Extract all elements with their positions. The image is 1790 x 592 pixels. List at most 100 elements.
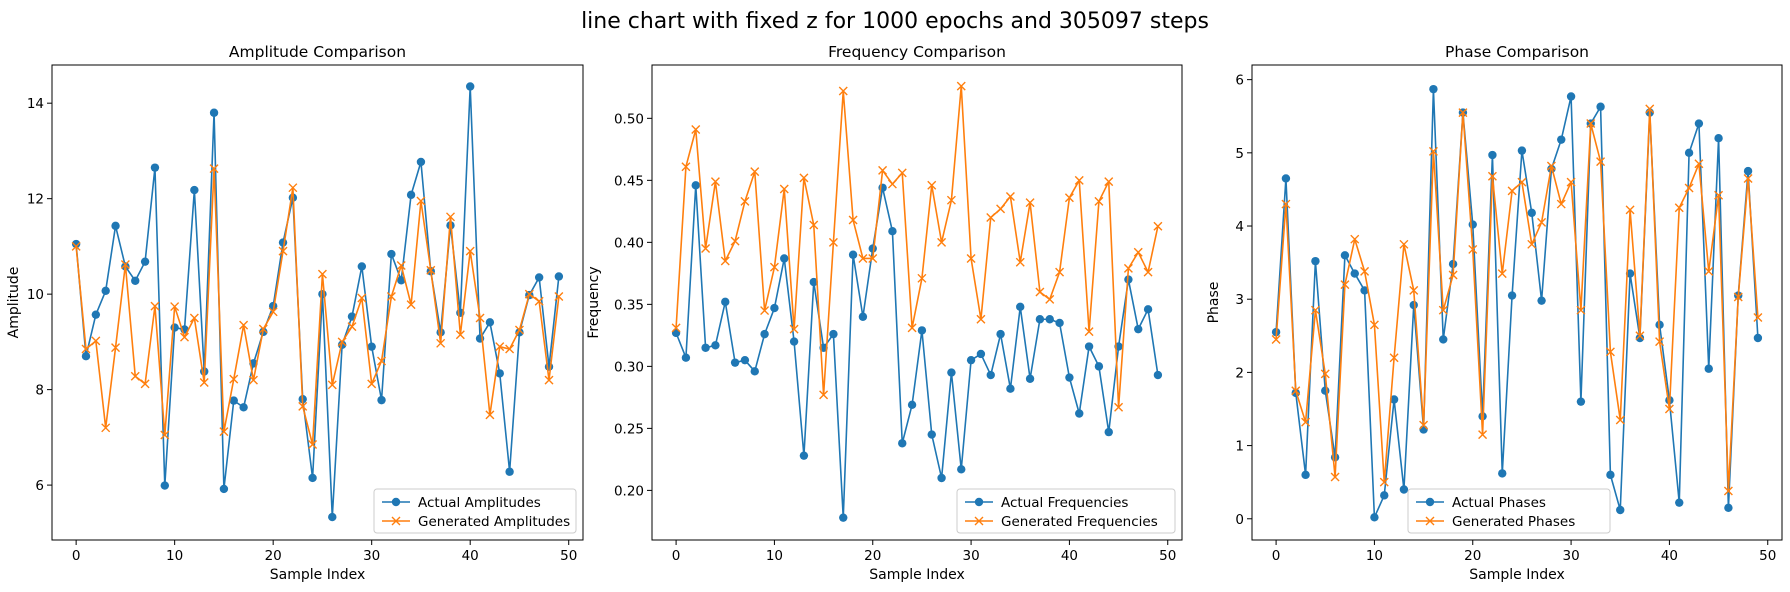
frequency-data-point [858,312,868,321]
amplitude-data-point [131,276,140,285]
frequency-data-point [947,368,956,377]
phase-x-tick-label: 30 [1562,548,1579,564]
amplitude-data-point [465,246,475,256]
amplitude-data-point [308,473,317,483]
phase-legend-box [1407,488,1611,534]
frequency-data-point [1025,198,1035,208]
amplitude-data-point [160,481,170,490]
frequency-data-point [1143,267,1153,277]
phase-data-point [1409,285,1419,295]
frequency-data-point [681,353,691,362]
frequency-panel: Frequency Comparison 0 10 20 30 40 50 0.20 0.25 0… [586,43,1183,583]
frequency-y-tick-label: 0.50 [614,111,644,127]
phase-data-point [1596,157,1606,167]
amplitude-legend-entry: Generated Amplitudes [418,514,570,530]
amplitude-data-point [505,467,514,476]
frequency-data-point [701,244,711,254]
amplitude-x-tick-label: 50 [560,548,577,564]
phase-series-actual [1271,84,1763,522]
frequency-data-point [878,165,888,175]
frequency-data-point [917,273,927,283]
amplitude-series-line [75,85,560,518]
amplitude-legend-entry: Actual Amplitudes [418,495,541,511]
frequency-data-point [701,343,710,352]
frequency-data-point [1006,384,1015,393]
amplitude-data-point [150,301,160,311]
frequency-data-point [1074,175,1084,185]
phase-data-point [1635,333,1645,343]
amplitude-data-point [544,375,554,385]
phase-data-point [1478,430,1488,440]
phase-data-point [1557,135,1566,144]
amplitude-data-point [554,272,564,281]
phase-data-point [1675,498,1684,507]
frequency-data-point [769,262,779,272]
amplitude-data-point [357,262,367,271]
phase-data-point [1350,234,1360,244]
phase-legend-marker [1425,516,1435,526]
amplitude-data-point [475,313,485,323]
amplitude-data-point [387,249,396,259]
amplitude-data-point [406,300,416,310]
amplitude-data-point [328,512,337,522]
phase-chart-title: Phase Comparison [1445,43,1589,61]
frequency-data-point [1055,267,1065,277]
phase-data-point [1281,199,1291,209]
phase-data-point [1586,119,1596,129]
amplitude-data-point [406,190,416,200]
frequency-data-point [966,253,976,263]
phase-data-point [1527,239,1537,249]
phase-data-point [1645,104,1655,114]
phase-data-point [1428,146,1438,156]
phase-data-point [1340,251,1350,260]
amplitude-legend-box [373,488,577,534]
amplitude-data-point [170,302,180,312]
frequency-data-point [720,256,730,266]
phase-y-tick-label: 2 [1235,365,1244,381]
phase-data-point [1380,491,1389,500]
phase-data-point [1439,335,1448,344]
phase-data-point [1419,425,1428,434]
frequency-data-point [848,250,858,259]
frequency-data-point [711,341,720,350]
phase-series-line [1275,108,1759,492]
phase-data-point [1379,477,1389,487]
frequency-data-point [1084,327,1094,337]
phase-data-point [1271,334,1281,344]
frequency-data-point [907,400,917,410]
amplitude-data-point [318,289,327,299]
phase-data-point [1487,171,1497,181]
amplitude-data-point [416,196,426,206]
phase-data-point [1566,92,1576,101]
phase-data-point [1733,292,1743,302]
frequency-data-point [976,349,986,359]
phase-data-point [1684,148,1694,158]
frequency-data-point [1084,342,1094,351]
amplitude-data-point [101,423,111,433]
frequency-x-tick-label: 20 [864,548,881,564]
amplitude-data-point [268,301,278,311]
amplitude-data-point [239,320,249,330]
phase-data-point [1576,397,1586,406]
phase-data-point [1360,286,1369,295]
phase-data-point [1605,347,1615,357]
phase-data-point [1694,119,1704,128]
frequency-x-tick-label: 50 [1159,548,1176,564]
frequency-y-tick-label: 0.35 [614,297,644,313]
amplitude-y-tick-label: 6 [35,478,44,494]
frequency-y-axis-label: Frequency [586,266,602,338]
frequency-data-point [740,355,750,365]
frequency-data-point [858,253,868,263]
frequency-data-point [691,124,701,134]
phase-data-point [1625,205,1635,215]
frequency-y-tick-label: 0.45 [614,173,644,189]
phase-data-point [1704,266,1714,276]
phase-y-tick-label: 3 [1235,292,1244,308]
frequency-legend-entry: Actual Frequencies [1001,495,1128,511]
phase-data-point [1448,270,1458,280]
frequency-data-point [1133,247,1143,257]
amplitude-data-point [377,356,387,366]
frequency-data-point [1075,409,1084,418]
frequency-data-point [760,306,770,316]
phase-data-point [1664,404,1674,414]
